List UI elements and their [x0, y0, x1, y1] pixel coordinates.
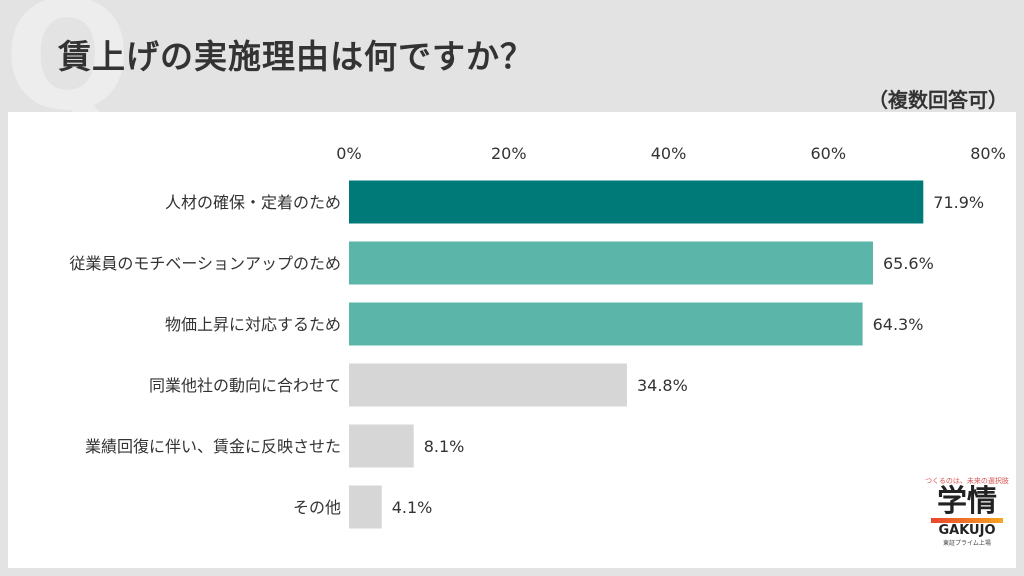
- bar: [349, 485, 382, 529]
- logo-sub: 東証プライム上場: [943, 540, 991, 547]
- category-label: 従業員のモチベーションアップのため: [69, 254, 341, 273]
- category-label: 物価上昇に対応するため: [165, 315, 341, 334]
- category-label: 人材の確保・定着のため: [165, 193, 341, 212]
- category-label: 業績回復に伴い、賃金に反映させた: [85, 437, 341, 456]
- bar-chart: 0% 20% 40% 60% 80% 人材の確保・定着のため 71.9% 従業員のモチベーショ…: [69, 144, 1006, 529]
- value-label: 64.3%: [873, 315, 924, 334]
- x-tick-label: 20%: [491, 144, 527, 163]
- value-label: 71.9%: [933, 193, 984, 212]
- value-label: 8.1%: [424, 437, 465, 456]
- logo-tagline: つくるのは、未来の選択肢: [925, 477, 1009, 485]
- bar: [349, 302, 863, 346]
- x-tick-label: 0%: [336, 144, 361, 163]
- logo-name-en: GAKUJO: [938, 523, 996, 538]
- category-label: その他: [293, 498, 341, 517]
- multiple-answer-note: （複数回答可）: [868, 88, 1008, 112]
- category-label: 同業他社の動向に合わせて: [149, 376, 341, 395]
- bar: [349, 363, 627, 407]
- logo-name: 学情: [937, 484, 997, 519]
- bar: [349, 241, 873, 285]
- x-tick-label: 60%: [810, 144, 846, 163]
- value-label: 4.1%: [392, 498, 433, 517]
- bar: [349, 180, 924, 224]
- x-tick-label: 40%: [651, 144, 687, 163]
- q-watermark: Q: [4, 0, 132, 144]
- value-label: 65.6%: [883, 254, 934, 273]
- x-tick-label: 80%: [970, 144, 1006, 163]
- chart-panel: 0% 20% 40% 60% 80% 人材の確保・定着のため 71.9% 従業員のモチベーショ…: [8, 112, 1016, 568]
- value-label: 34.8%: [637, 376, 688, 395]
- bar: [349, 424, 414, 468]
- page-title: 賃上げの実施理由は何ですか？: [58, 37, 534, 76]
- logo-bar: [931, 518, 1003, 523]
- gakujo-logo: つくるのは、未来の選択肢 学情 GAKUJO 東証プライム上場: [921, 476, 1013, 566]
